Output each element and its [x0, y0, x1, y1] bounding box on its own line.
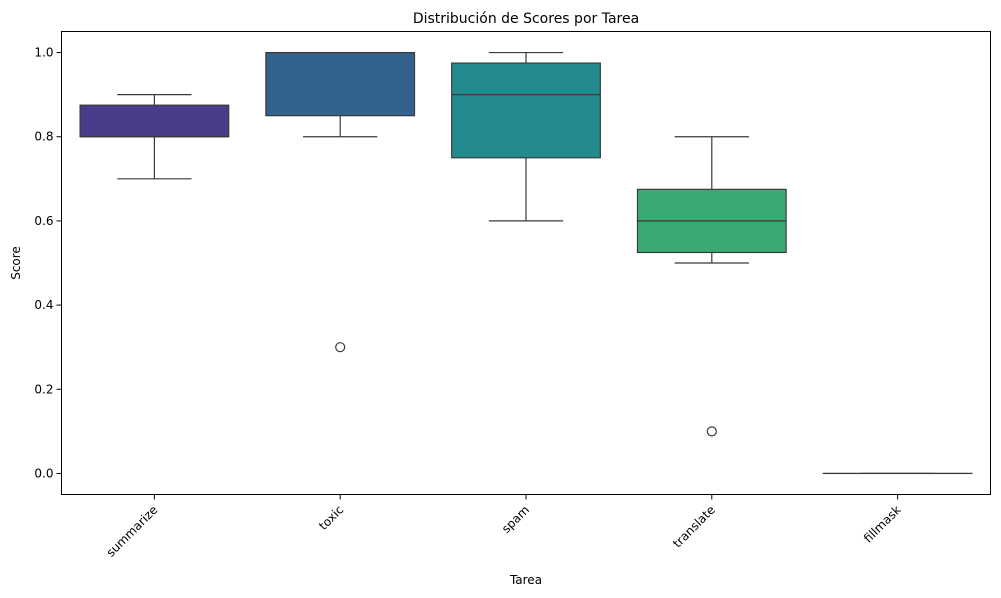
x-tick-label: fillmask: [861, 503, 904, 546]
box-summarize: [79, 104, 230, 138]
y-tick-label: 0.8: [34, 130, 53, 144]
y-tick-label: 0.6: [34, 214, 53, 228]
x-tick-label: translate: [670, 503, 718, 551]
chart-title: Distribución de Scores por Tarea: [413, 11, 639, 27]
y-tick-label: 0.4: [34, 298, 53, 312]
x-tick-label: toxic: [316, 503, 346, 533]
outlier-point: [706, 426, 717, 437]
x-tick-label: summarize: [104, 503, 161, 560]
y-tick-label: 0.2: [34, 382, 53, 396]
box-spam: [451, 62, 601, 159]
x-tick-label: spam: [499, 503, 532, 536]
y-tick-label: 1.0: [34, 46, 53, 60]
y-tick-label: 0.0: [34, 466, 53, 480]
outlier-point: [335, 342, 346, 353]
box-toxic: [265, 51, 416, 117]
y-axis-label: Score: [9, 246, 23, 280]
x-axis-label: Tarea: [509, 573, 542, 587]
plot-area: 0.0 0.2 0.4 0.6 0.8 1.0 summarize toxic spam tran…: [34, 46, 973, 560]
plot-frame: [61, 31, 991, 495]
